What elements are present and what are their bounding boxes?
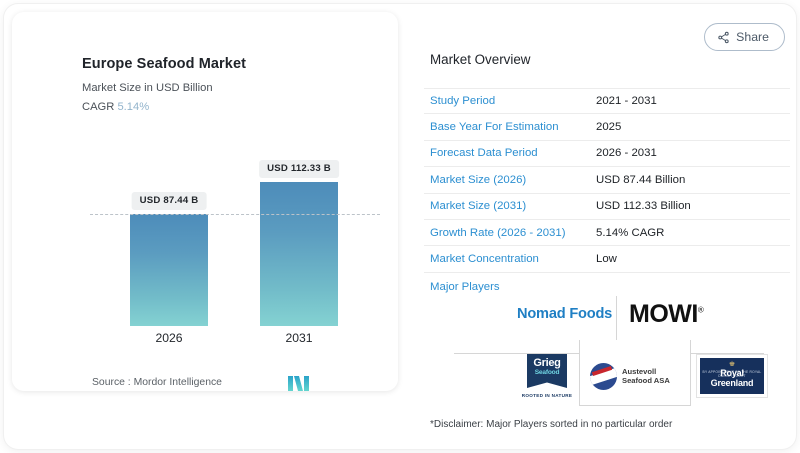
austevoll-logo-box xyxy=(579,340,691,406)
table-row: Market Size (2031) USD 112.33 Billion xyxy=(424,194,790,220)
royal-greenland-appointment: BY APPOINTMENT TO THE ROYAL DANISH COURT xyxy=(702,370,762,378)
chart-subtitle: Market Size in USD Billion xyxy=(82,82,213,94)
major-players-label: Major Players xyxy=(430,280,500,293)
table-row-value: 2021 - 2031 xyxy=(596,95,657,108)
share-icon xyxy=(718,31,729,43)
austevoll-line2: Seafood ASA xyxy=(622,376,670,385)
logo-divider-vertical-top xyxy=(616,296,617,340)
chart-source-row: Source : Mordor Intelligence xyxy=(92,376,382,391)
crown-icon: ♚ xyxy=(728,361,736,368)
cagr-value: 5.14% xyxy=(117,101,150,113)
x-axis-label-2026: 2026 xyxy=(155,331,183,345)
grieg-seafood-logo: Grieg Seafood ROOTED IN NATURE xyxy=(519,354,575,404)
x-axis-label-2031: 2031 xyxy=(285,331,313,345)
table-row-key: Market Size (2031) xyxy=(430,200,527,213)
table-row-key: Market Size (2026) xyxy=(430,173,527,186)
cagr-label: CAGR xyxy=(82,101,115,113)
table-row: Growth Rate (2026 - 2031) 5.14% CAGR xyxy=(424,220,790,247)
bar-value-label-2031: USD 112.33 B xyxy=(259,160,339,178)
table-row-key: Forecast Data Period xyxy=(430,147,538,160)
grieg-name: Grieg xyxy=(533,357,561,369)
market-overview-table: Study Period 2021 - 2031 Base Year For Est… xyxy=(424,88,790,301)
globe-icon xyxy=(590,362,617,390)
table-row: Study Period 2021 - 2031 xyxy=(424,88,790,115)
nomad-foods-logo: Nomad Foods xyxy=(517,306,613,322)
austevoll-line1: Austevoll xyxy=(622,366,657,376)
austevoll-seafood-logo: Austevoll Seafood ASA xyxy=(590,359,686,393)
table-row-key: Market Concentration xyxy=(430,253,539,266)
table-row: Base Year For Estimation 2025 xyxy=(424,114,790,141)
chart-source-text: Source : Mordor Intelligence xyxy=(92,377,222,388)
disclaimer-text: *Disclaimer: Major Players sorted in no … xyxy=(430,419,673,430)
bar-2026[interactable] xyxy=(130,214,208,326)
grieg-sub: Seafood xyxy=(534,369,560,376)
table-row-value: 2026 - 2031 xyxy=(596,147,657,160)
chart-cagr: CAGR 5.14% xyxy=(82,101,149,113)
share-button-label: Share xyxy=(736,30,769,44)
table-row-key: Base Year For Estimation xyxy=(430,121,559,134)
major-players-row: Major Players xyxy=(424,273,790,301)
table-row-value: USD 112.33 Billion xyxy=(596,200,691,213)
logo-row-top: Nomad Foods MOWI® xyxy=(424,296,790,340)
mowi-logo: MOWI® xyxy=(629,300,704,328)
table-row: Market Size (2026) USD 87.44 Billion xyxy=(424,167,790,194)
royal-greenland-name: Royal Greenland xyxy=(710,368,754,388)
royal-greenland-logo: ♚ BY APPOINTMENT TO THE ROYAL DANISH COU… xyxy=(696,354,768,398)
table-row: Market Concentration Low xyxy=(424,246,790,273)
chart-title: Europe Seafood Market xyxy=(82,56,247,72)
reference-dashed-line xyxy=(90,214,380,215)
major-players-logos: Nomad Foods MOWI® Grieg Seafood ROOTED I… xyxy=(424,296,790,414)
mordor-intelligence-logo xyxy=(288,376,310,391)
table-row: Forecast Data Period 2026 - 2031 xyxy=(424,141,790,168)
table-row-key: Study Period xyxy=(430,95,496,108)
bar-chart-plot: USD 87.44 B 2026 USD 112.33 B 2031 xyxy=(82,130,382,348)
main-card: Share Europe Seafood Market Market Size … xyxy=(4,4,796,449)
table-row-key: Growth Rate (2026 - 2031) xyxy=(430,226,566,239)
table-row-value: USD 87.44 Billion xyxy=(596,173,686,186)
grieg-badge: Grieg Seafood xyxy=(527,354,567,388)
table-row-value: 5.14% CAGR xyxy=(596,226,665,239)
austevoll-text: Austevoll Seafood ASA xyxy=(622,367,670,386)
grieg-tagline: ROOTED IN NATURE xyxy=(521,393,573,398)
share-button[interactable]: Share xyxy=(704,23,785,51)
market-overview-title: Market Overview xyxy=(430,52,531,67)
table-row-value: Low xyxy=(596,253,617,266)
bar-2031[interactable] xyxy=(260,182,338,326)
royal-greenland-box: ♚ BY APPOINTMENT TO THE ROYAL DANISH COU… xyxy=(700,358,764,394)
bar-value-label-2026: USD 87.44 B xyxy=(131,192,207,210)
table-row-value: 2025 xyxy=(596,121,622,134)
chart-card: Europe Seafood Market Market Size in USD… xyxy=(12,12,398,391)
